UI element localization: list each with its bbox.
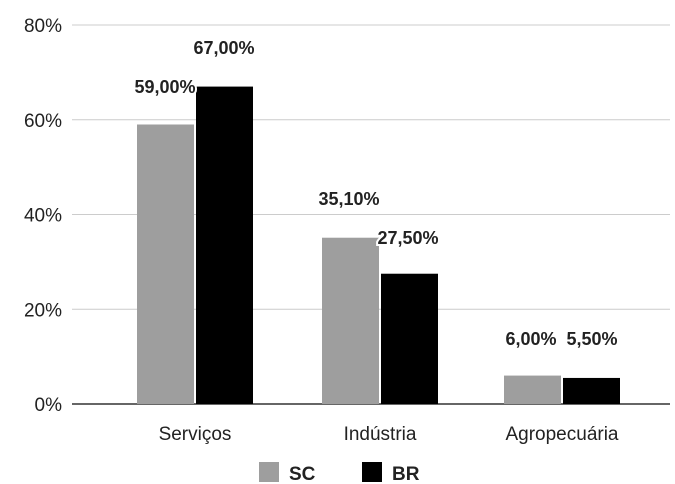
legend-label-br: BR — [392, 464, 420, 484]
data-label-br-0: 67,00% — [193, 38, 254, 58]
bar-br-2 — [563, 377, 620, 404]
data-label-sc-1: 35,10% — [318, 189, 379, 209]
data-label-br-1: 27,50% — [377, 228, 438, 248]
x-category-label: Indústria — [344, 424, 417, 445]
y-tick-label: 40% — [24, 206, 62, 227]
bar-br-1 — [381, 273, 438, 404]
bar-sc-1 — [322, 237, 379, 404]
data-labels: 59,00% 67,00% 35,10% 27,50% 6,00% 5,50% — [132, 36, 619, 351]
y-tick-label: 0% — [35, 395, 63, 416]
y-tick-label: 20% — [24, 300, 62, 321]
x-axis-categories: Serviços Indústria Agropecuária — [159, 424, 619, 445]
y-axis-ticks: 0% 20% 40% 60% 80% — [24, 16, 62, 416]
legend-swatch-sc — [259, 462, 279, 482]
y-tick-label: 80% — [24, 16, 62, 37]
legend-swatch-br — [362, 462, 382, 482]
legend: SC BR — [259, 462, 420, 484]
x-category-label: Serviços — [159, 424, 232, 445]
data-label-br-2: 5,50% — [566, 329, 617, 349]
y-tick-label: 60% — [24, 111, 62, 132]
bar-sc-0 — [137, 124, 194, 405]
x-category-label: Agropecuária — [505, 424, 618, 445]
data-label-sc-2: 6,00% — [505, 329, 556, 349]
bar-sc-2 — [504, 375, 561, 404]
bars — [137, 86, 620, 405]
data-label-sc-0: 59,00% — [134, 77, 195, 97]
legend-label-sc: SC — [289, 464, 316, 484]
bar-br-0 — [196, 86, 253, 405]
